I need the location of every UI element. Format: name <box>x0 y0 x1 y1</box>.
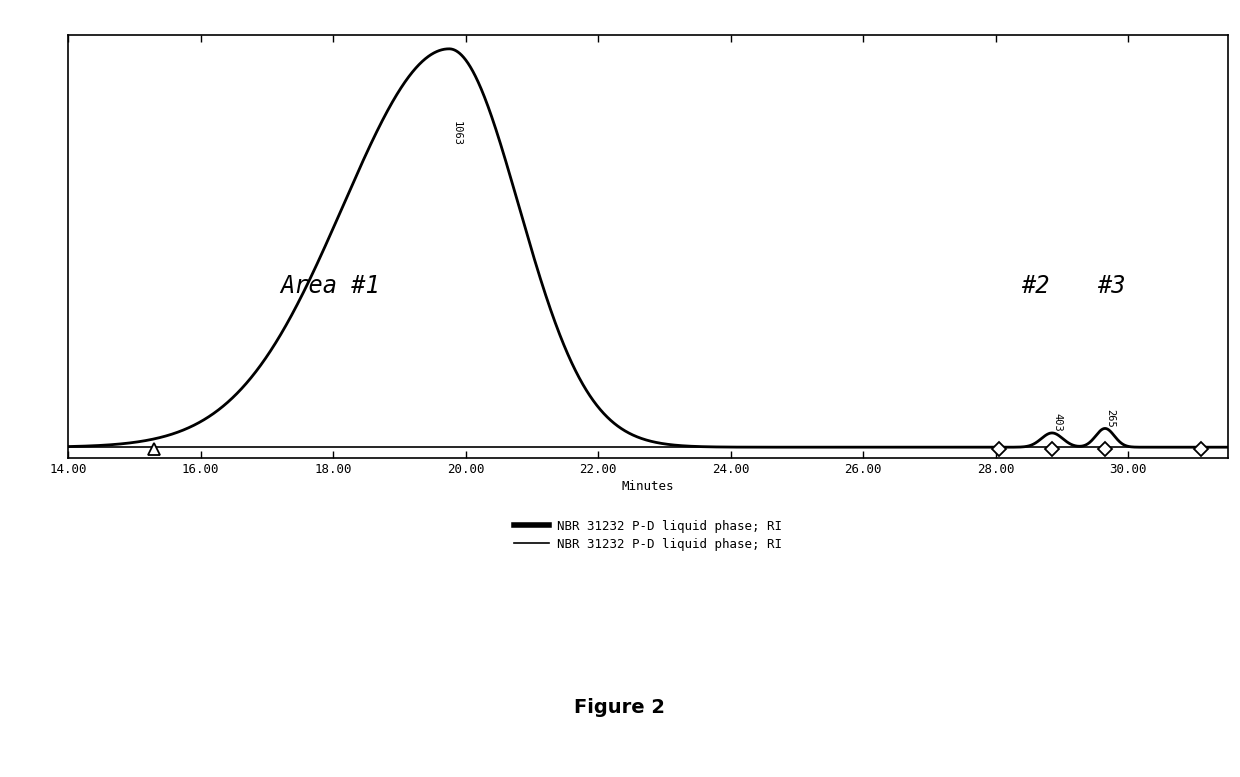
Text: 1063: 1063 <box>453 120 463 145</box>
Text: #3: #3 <box>1097 274 1126 298</box>
Legend: NBR 31232 P-D liquid phase; RI, NBR 31232 P-D liquid phase; RI: NBR 31232 P-D liquid phase; RI, NBR 3123… <box>515 520 781 551</box>
Text: 403: 403 <box>1053 413 1063 432</box>
Text: Area #1: Area #1 <box>280 274 379 298</box>
Text: #2: #2 <box>1022 274 1050 298</box>
Text: 265: 265 <box>1105 409 1115 427</box>
X-axis label: Minutes: Minutes <box>621 480 675 493</box>
Text: Figure 2: Figure 2 <box>574 698 666 716</box>
